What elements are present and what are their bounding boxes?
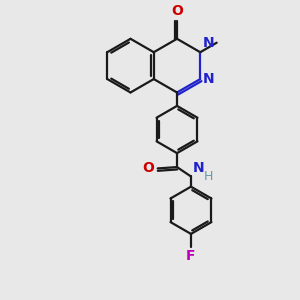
Text: H: H [204,170,213,183]
Text: F: F [186,250,196,263]
Text: N: N [203,37,214,50]
Text: N: N [193,161,204,175]
Text: O: O [171,4,183,18]
Text: N: N [203,72,214,86]
Text: O: O [142,161,154,176]
